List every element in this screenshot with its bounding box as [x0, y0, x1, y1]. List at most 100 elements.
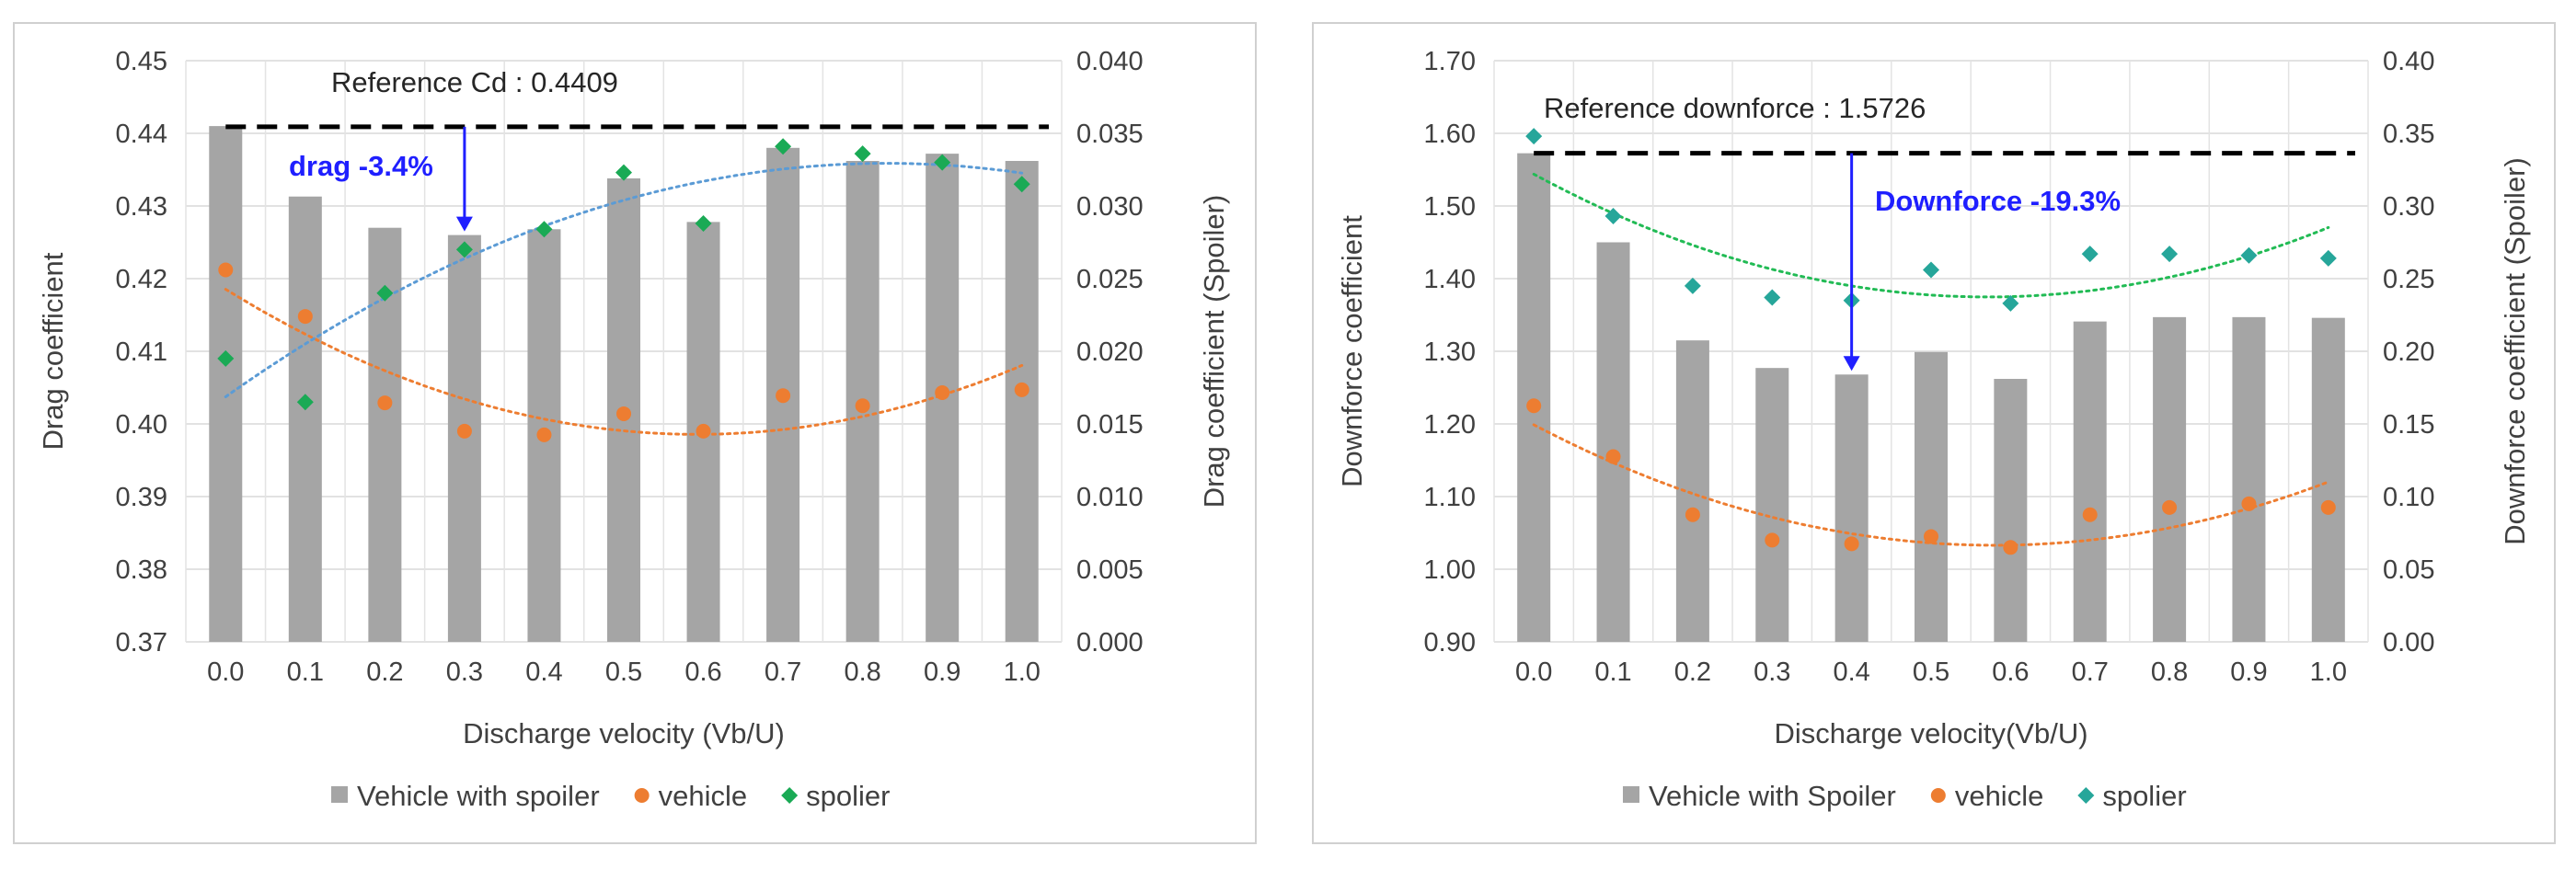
y2-tick-label: 0.40: [2383, 47, 2434, 76]
legend-label-spoiler: spolier: [806, 780, 890, 812]
bar-1.0: [2311, 317, 2345, 642]
vehicle-trendline: [224, 288, 1024, 436]
y2-tick-label: 0.020: [1076, 337, 1144, 367]
y2-tick-label: 0.05: [2383, 555, 2434, 585]
x-tick-label: 0.5: [1913, 657, 1949, 687]
x-tick-label: 0.9: [924, 657, 960, 687]
vehicle-point-0.1: [297, 309, 313, 325]
vehicle-point-0.6: [2003, 540, 2018, 555]
x-tick-label: 0.7: [2072, 657, 2109, 687]
x-tick-label: 1.0: [1004, 657, 1041, 687]
spoiler-point-1.0: [2319, 249, 2337, 267]
legend-label-vehicle: vehicle: [659, 780, 748, 812]
y-tick-label: 0.43: [116, 192, 167, 222]
spoiler-point-0.6: [695, 214, 712, 232]
bar-0.8: [2153, 316, 2187, 642]
downforce-chart-panel: 0.90 1.00 1.10 1.20 1.30 1.40 1.50 1.60 1.70 0.00…: [1312, 22, 2556, 844]
spoiler-trendline: [224, 162, 1024, 398]
vehicle-point-1.0: [2320, 499, 2336, 515]
spoiler-point-0.6: [2002, 294, 2019, 312]
y2-tick-label: 0.040: [1076, 47, 1144, 76]
bar-0.6: [1994, 379, 2028, 642]
y2-tick-label: 0.25: [2383, 265, 2434, 294]
x-tick-label: 1.0: [2310, 657, 2347, 687]
spoiler-point-0.7: [775, 138, 792, 155]
vehicle-point-0.9: [935, 385, 950, 401]
drag-chart: 0.370.380.390.400.410.420.430.440.450.00…: [37, 47, 1230, 812]
y2-tick-label: 0.025: [1076, 265, 1144, 294]
vehicle-trendline: [1532, 423, 2330, 547]
y-tick-label: 1.30: [1424, 337, 1476, 367]
legend-marker-vehicle: [634, 788, 650, 803]
bar-0.1: [288, 196, 322, 643]
y-tick-label: 0.45: [116, 47, 167, 76]
bar-1.0: [1005, 161, 1039, 642]
bar-0.1: [1596, 242, 1630, 642]
y2-tick-label: 0.35: [2383, 120, 2434, 149]
spoiler-point-0.4: [535, 221, 553, 238]
y-tick-label: 1.50: [1424, 192, 1476, 222]
y-tick-label: 0.40: [116, 410, 167, 440]
x-tick-label: 0.7: [765, 657, 801, 687]
annotation-label: Downforce -19.3%: [1875, 185, 2121, 217]
y2-tick-label: 0.00: [2383, 628, 2434, 657]
x-tick-label: 0.9: [2230, 657, 2267, 687]
spoiler-point-0.7: [2081, 246, 2099, 263]
y-tick-label: 1.10: [1424, 483, 1476, 512]
spoiler-trendline: [1532, 172, 2330, 299]
bar-0.9: [2232, 316, 2266, 642]
reference-label: Reference Cd : 0.4409: [331, 66, 618, 98]
y2-axis-title: Downforce coefficient (Spoiler): [2499, 157, 2531, 545]
vehicle-point-0.7: [2082, 507, 2098, 522]
legend-label-vehicle: vehicle: [1955, 780, 2044, 812]
bar-0.7: [2073, 321, 2107, 642]
y-tick-label: 0.90: [1424, 628, 1476, 657]
vehicle-point-0.2: [1685, 507, 1700, 522]
y-tick-label: 1.60: [1424, 120, 1476, 149]
spoiler-point-0.5: [615, 164, 632, 181]
x-tick-label: 0.0: [1515, 657, 1552, 687]
vehicle-point-0.3: [1765, 532, 1780, 548]
x-tick-label: 0.6: [684, 657, 721, 687]
legend-marker-spoiler: [2077, 787, 2095, 804]
y-tick-label: 1.20: [1424, 410, 1476, 440]
y-tick-label: 0.44: [116, 120, 167, 149]
y-tick-label: 1.40: [1424, 265, 1476, 294]
spoiler-point-0.2: [1684, 277, 1701, 294]
annotation-arrowhead: [455, 216, 473, 232]
x-tick-label: 0.1: [287, 657, 324, 687]
y-tick-label: 1.70: [1424, 47, 1476, 76]
y-tick-label: 0.39: [116, 483, 167, 512]
x-tick-label: 0.8: [844, 657, 880, 687]
spoiler-point-0.2: [376, 284, 394, 302]
reference-label: Reference downforce : 1.5726: [1544, 92, 1926, 124]
spoiler-point-0.0: [1525, 128, 1543, 145]
y-tick-label: 0.41: [116, 337, 167, 367]
x-axis-title: Discharge velocity(Vb/U): [1774, 717, 2087, 749]
vehicle-point-0.5: [616, 406, 631, 421]
downforce-chart: 0.901.001.101.201.301.401.501.601.700.00…: [1336, 47, 2531, 812]
x-tick-label: 0.5: [605, 657, 642, 687]
bar-0.0: [209, 126, 243, 643]
vehicle-point-0.9: [2241, 496, 2257, 511]
bar-0.2: [1675, 340, 1709, 642]
y2-tick-label: 0.30: [2383, 192, 2434, 222]
vehicle-point-0.7: [776, 388, 791, 404]
x-tick-label: 0.8: [2151, 657, 2188, 687]
spoiler-point-0.1: [1604, 208, 1622, 225]
y-axis-title: Downforce coefficient: [1336, 215, 1368, 487]
vehicle-point-0.1: [1605, 449, 1621, 464]
spoiler-point-0.9: [2240, 246, 2258, 264]
y2-tick-label: 0.000: [1076, 628, 1144, 657]
legend-swatch-bar: [331, 786, 348, 803]
x-tick-label: 0.0: [207, 657, 244, 687]
bar-0.3: [1755, 368, 1789, 642]
vehicle-point-0.0: [1526, 398, 1542, 414]
legend-label-spoiler: spolier: [2102, 780, 2186, 812]
vehicle-point-0.3: [456, 423, 472, 439]
spoiler-point-0.0: [217, 349, 235, 367]
legend-marker-vehicle: [1930, 788, 1946, 803]
x-tick-label: 0.2: [366, 657, 403, 687]
vehicle-point-0.8: [855, 398, 870, 414]
bar-0.4: [1834, 374, 1869, 642]
